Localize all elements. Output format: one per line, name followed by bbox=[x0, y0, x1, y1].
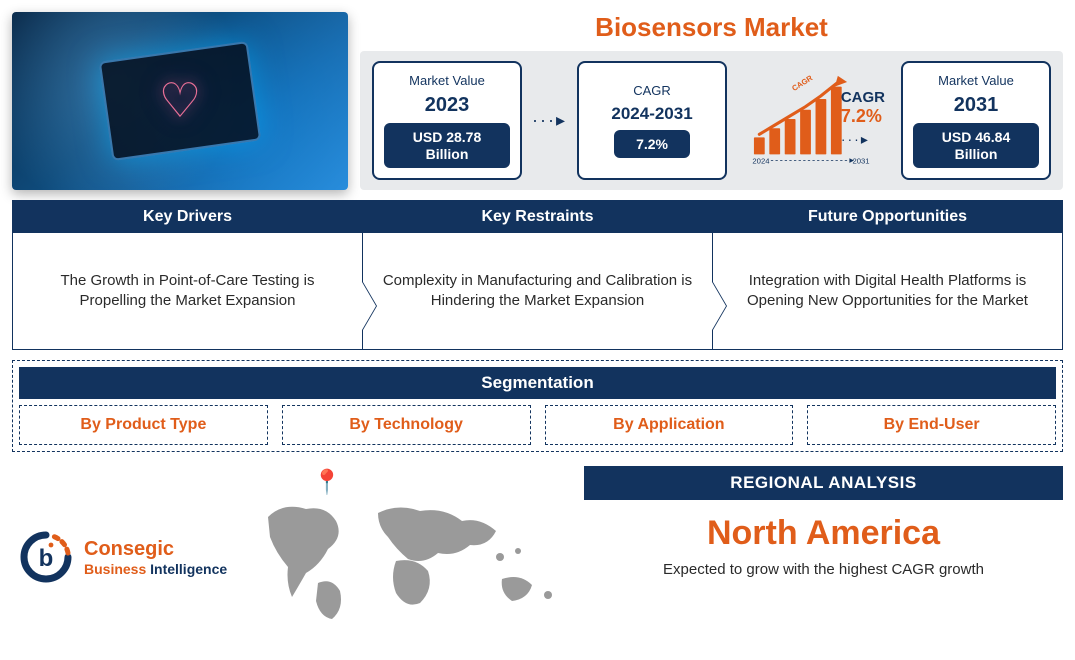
metric-year: 2024-2031 bbox=[611, 104, 692, 124]
page-title: Biosensors Market bbox=[360, 12, 1063, 43]
dotted-arrow-icon: ···▸ bbox=[841, 131, 885, 148]
hero-image: ♡ bbox=[12, 12, 348, 190]
metric-value: USD 46.84 Billion bbox=[913, 123, 1039, 169]
factor-body: Integration with Digital Health Platform… bbox=[713, 233, 1062, 349]
cagr-value: 7.2% bbox=[841, 106, 885, 127]
seg-item: By Application bbox=[545, 405, 794, 445]
seg-item: By Product Type bbox=[19, 405, 268, 445]
regional-name: North America bbox=[584, 514, 1063, 553]
metric-label: Market Value bbox=[409, 73, 485, 88]
factor-opportunities: Future Opportunities Integration with Di… bbox=[712, 200, 1063, 350]
metric-value: USD 28.78 Billion bbox=[384, 123, 510, 169]
dotted-arrow-icon: ···▸ bbox=[532, 61, 567, 180]
factor-body: The Growth in Point-of-Care Testing is P… bbox=[13, 233, 362, 349]
regional-sub: Expected to grow with the highest CAGR g… bbox=[584, 561, 1063, 578]
svg-text:2024: 2024 bbox=[752, 157, 770, 166]
segmentation-head: Segmentation bbox=[19, 367, 1056, 399]
factor-drivers: Key Drivers The Growth in Point-of-Care … bbox=[12, 200, 363, 350]
cagr-label: CAGR bbox=[841, 89, 885, 106]
cagr-growth-chart: CAGR 2024 2031 CAGR 7.2% ···▸ bbox=[737, 61, 891, 180]
svg-text:CAGR: CAGR bbox=[790, 73, 814, 93]
svg-text:2031: 2031 bbox=[853, 157, 870, 166]
factor-head: Key Restraints bbox=[363, 201, 712, 233]
seg-item: By End-User bbox=[807, 405, 1056, 445]
logo-name: Consegic bbox=[84, 538, 227, 561]
factors-row: Key Drivers The Growth in Point-of-Care … bbox=[12, 200, 1063, 350]
svg-text:b: b bbox=[39, 545, 54, 572]
factor-restraints: Key Restraints Complexity in Manufacturi… bbox=[362, 200, 713, 350]
factor-head: Future Opportunities bbox=[713, 201, 1062, 233]
metrics-panel: Market Value 2023 USD 28.78 Billion ···▸… bbox=[360, 51, 1063, 190]
regional-analysis: REGIONAL ANALYSIS North America Expected… bbox=[584, 466, 1063, 648]
world-map: 📍 bbox=[248, 466, 568, 648]
map-pin-icon: 📍 bbox=[312, 468, 342, 497]
metric-year: 2031 bbox=[954, 94, 999, 117]
metric-label: Market Value bbox=[938, 73, 1014, 88]
segmentation-block: Segmentation By Product Type By Technolo… bbox=[12, 360, 1063, 452]
metric-box-2031: Market Value 2031 USD 46.84 Billion bbox=[901, 61, 1051, 180]
logo-icon: b bbox=[18, 529, 74, 585]
metric-value: 7.2% bbox=[614, 130, 690, 159]
factor-body: Complexity in Manufacturing and Calibrat… bbox=[363, 233, 712, 349]
metric-box-2023: Market Value 2023 USD 28.78 Billion bbox=[372, 61, 522, 180]
factor-head: Key Drivers bbox=[13, 201, 362, 233]
metric-year: 2023 bbox=[425, 94, 470, 117]
metric-label: CAGR bbox=[633, 83, 671, 98]
logo-tagline: Business Intelligence bbox=[84, 561, 227, 577]
company-logo: b Consegic Business Intelligence bbox=[12, 466, 232, 648]
metric-box-cagr: CAGR 2024-2031 7.2% bbox=[577, 61, 727, 180]
seg-item: By Technology bbox=[282, 405, 531, 445]
regional-head: REGIONAL ANALYSIS bbox=[584, 466, 1063, 500]
